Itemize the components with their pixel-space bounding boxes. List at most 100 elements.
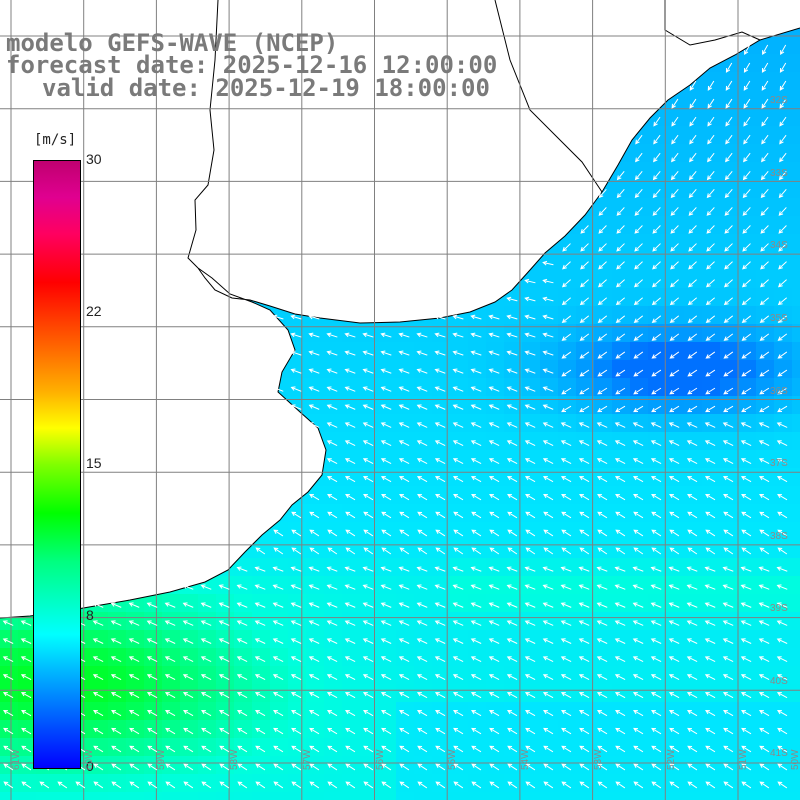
wind-speed-cell [738,360,757,379]
wind-speed-cell [342,648,361,667]
wind-arrow [741,493,752,501]
wind-arrow [722,440,734,446]
wind-speed-cell [126,666,145,685]
wind-arrow [705,387,716,395]
wind-speed-cell [792,252,800,271]
wind-speed-cell [414,648,433,667]
wind-speed-cell [558,252,577,271]
wind-arrow [776,566,788,572]
wind-arrow [707,80,715,91]
wind-arrow [506,602,518,608]
wind-arrow [597,745,608,753]
wind-speed-cell [450,522,469,541]
wind-speed-cell [630,234,649,253]
wind-speed-cell [234,792,253,800]
wind-speed-cell [594,414,613,433]
wind-arrow [398,332,410,338]
wind-arrow [20,638,32,644]
wind-arrow [635,152,643,163]
wind-arrow [452,620,464,626]
wind-speed-cell [90,702,109,721]
wind-speed-cell [504,396,523,415]
wind-arrow [416,476,428,483]
wind-speed-cell [738,288,757,307]
wind-arrow [578,674,590,681]
wind-speed-cell [414,702,433,721]
wind-speed-cell [630,720,649,739]
wind-speed-cell [738,162,757,181]
wind-arrow [741,763,752,771]
wind-arrow [705,493,716,501]
wind-arrow [380,458,392,465]
wind-speed-cell [486,756,505,775]
wind-arrow [327,781,338,789]
wind-speed-cell [360,414,379,433]
wind-speed-cell [180,630,199,649]
wind-speed-cell [468,576,487,595]
wind-arrow [308,638,320,644]
wind-speed-cell [666,396,685,415]
wind-speed-cell [486,486,505,505]
wind-arrow [704,674,716,681]
wind-arrow [488,368,500,374]
wind-speed-cell [396,396,415,415]
wind-arrow [777,351,788,359]
wind-speed-cell [684,612,703,631]
wind-speed-cell [792,774,800,793]
wind-speed-cell [288,666,307,685]
wind-arrow [20,620,32,626]
wind-arrow [670,243,679,252]
wind-speed-cell [504,450,523,469]
wind-speed-cell [288,774,307,793]
wind-arrow [779,152,787,163]
wind-arrow [471,710,482,717]
wind-speed-cell [414,468,433,487]
wind-arrow [596,674,608,681]
wind-arrow [776,422,788,428]
wind-speed-cell [594,306,613,325]
wind-arrow [542,638,554,644]
wind-arrow [758,566,770,572]
wind-speed-cell [756,486,775,505]
wind-arrow [470,332,482,338]
wind-arrow [560,566,572,572]
wind-speed-cell [612,252,631,271]
wind-speed-cell [468,666,487,685]
wind-arrow [434,584,446,590]
wind-speed-cell [306,648,325,667]
wind-speed-cell [594,198,613,217]
wind-arrow [669,745,680,753]
wind-speed-cell [324,450,343,469]
wind-arrow [381,745,392,753]
wind-arrow [686,422,698,428]
wind-arrow [542,458,554,465]
wind-speed-cell [774,54,793,73]
wind-speed-cell [396,648,415,667]
wind-arrow [506,350,518,356]
wind-arrow [380,620,392,626]
wind-speed-cell [432,720,451,739]
wind-arrow [21,781,32,789]
wind-arrow [706,225,715,234]
wind-speed-cell [792,144,800,163]
wind-arrow [524,404,536,410]
wind-speed-cell [144,738,163,757]
wind-arrow [633,333,644,341]
wind-arrow [722,602,734,608]
wind-speed-cell [720,198,739,217]
wind-speed-cell [450,702,469,721]
wind-speed-cell [306,774,325,793]
wind-arrow [398,476,410,483]
wind-speed-cell [738,378,757,397]
wind-arrow [671,98,679,109]
wind-arrow [21,727,32,735]
wind-speed-cell [468,468,487,487]
wind-arrow [561,710,572,717]
wind-arrow [524,476,536,483]
wind-arrow [758,422,770,428]
wind-arrow [741,745,752,753]
wind-arrow [596,440,608,446]
wind-speed-cell [792,108,800,127]
wind-arrow [417,781,428,789]
